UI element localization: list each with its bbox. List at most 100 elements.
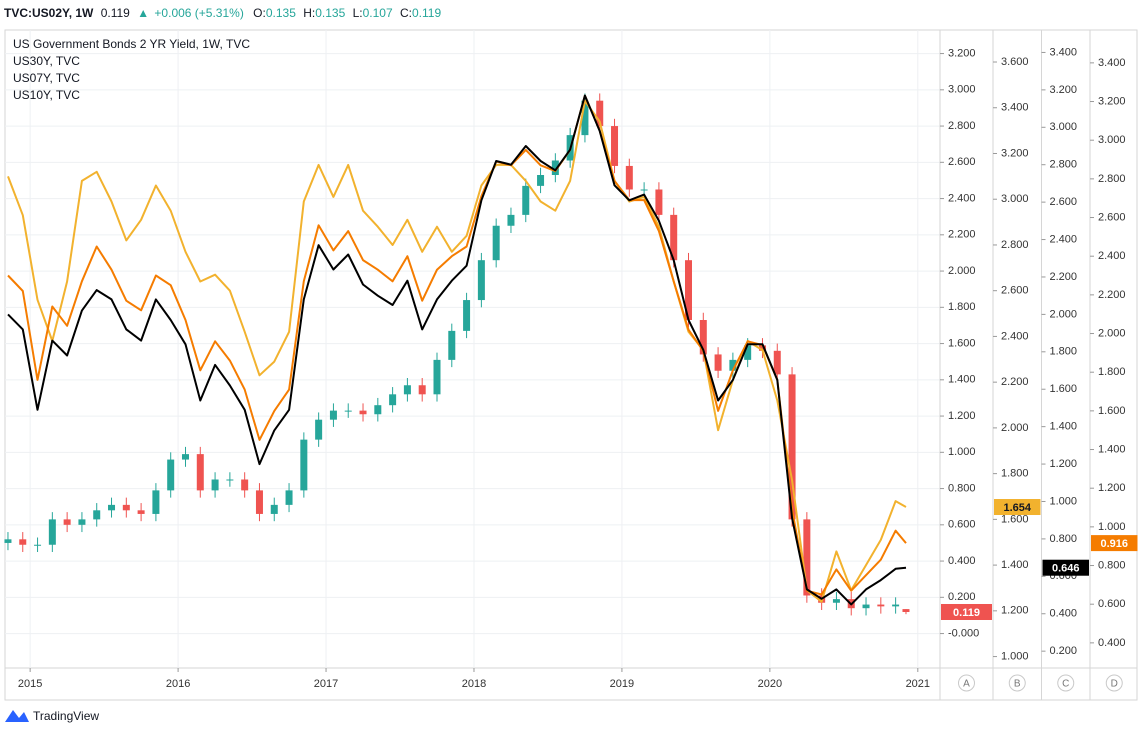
candle-body (34, 544, 42, 546)
candle-body (241, 479, 249, 491)
y-tick-label: 2.400 (1050, 233, 1078, 245)
candle-body (285, 490, 293, 505)
x-tick-label: 2016 (166, 678, 190, 690)
y-tick-label: 3.200 (1098, 95, 1126, 107)
candle-body (78, 519, 86, 525)
candle-body (655, 189, 663, 215)
candle-body (403, 385, 411, 395)
header: TVC:US02Y, 1W 0.119 ▲ +0.006 (+5.31%) O:… (4, 6, 441, 20)
axis-letter-badge (1057, 674, 1075, 692)
legend-entry: US07Y, TVC (13, 71, 80, 85)
lines-layer (7, 94, 907, 606)
y-tick-label: 0.200 (948, 591, 976, 603)
series-line (7, 94, 907, 596)
header-change: +0.006 (+5.31%) (154, 6, 243, 20)
price-badge-label: 0.119 (953, 607, 980, 619)
candle-body (108, 504, 116, 511)
y-tick-label: 3.000 (948, 84, 976, 96)
legend-title: US Government Bonds 2 YR Yield, 1W, TVC (13, 37, 250, 51)
y-tick-label: 1.200 (1050, 458, 1078, 470)
candle-body (803, 519, 811, 596)
candle-body (300, 439, 308, 491)
y-tick-label: 3.000 (1001, 193, 1029, 205)
y-tick-label: 1.200 (1098, 482, 1126, 494)
candle-body (581, 100, 589, 136)
y-tick-label: 1.400 (1098, 443, 1126, 455)
candle-body (374, 405, 382, 415)
y-tick-label: 0.400 (1050, 608, 1078, 620)
candle-body (537, 175, 545, 186)
y-tick-label: 3.400 (1098, 57, 1126, 69)
y-tick-label: 3.400 (1050, 46, 1078, 58)
price-badge-label: 0.646 (1052, 563, 1080, 575)
candle-body (418, 385, 426, 395)
candle-body (270, 504, 278, 514)
y-tick-label: 2.600 (1001, 285, 1029, 297)
candle-body (389, 394, 397, 406)
candle-body (729, 359, 737, 371)
candle-body (448, 330, 456, 360)
y-tick-label: 0.800 (1050, 533, 1078, 545)
y-tick-label: 2.200 (1098, 289, 1126, 301)
y-tick-label: 1.600 (948, 337, 976, 349)
candle-body (63, 519, 71, 525)
y-tick-label: 3.200 (1001, 147, 1029, 159)
candle-body (477, 260, 485, 301)
candle-body (4, 539, 12, 543)
axis-letter: C (1062, 679, 1069, 690)
price-badge (1042, 559, 1089, 576)
y-tick-label: 1.600 (1050, 383, 1078, 395)
y-tick-label: 0.800 (948, 482, 976, 494)
header-last: 0.119 (101, 6, 130, 20)
y-tick-label: 2.600 (948, 156, 976, 168)
y-tick-label: 2.600 (1098, 211, 1126, 223)
y-tick-label: 0.600 (948, 519, 976, 531)
candle-body (255, 490, 263, 514)
legend-entry: US30Y, TVC (13, 54, 80, 68)
axis-letter: D (1111, 679, 1118, 690)
y-tick-label: 0.400 (948, 555, 976, 567)
y-tick-label: 2.200 (1001, 376, 1029, 388)
x-tick-label: 2020 (758, 678, 782, 690)
y-tick-label: 3.000 (1098, 134, 1126, 146)
y-tick-label: 2.000 (948, 265, 976, 277)
candle-body (522, 185, 530, 215)
candle-body (902, 609, 910, 612)
candle-body (167, 459, 175, 491)
grid-layer (5, 30, 940, 668)
candle-body (773, 350, 781, 375)
candle-body (640, 189, 648, 191)
y-tick-label: 1.400 (948, 374, 976, 386)
header-arrow: ▲ (137, 6, 149, 20)
candle-body (463, 300, 471, 331)
candle-body (359, 410, 367, 415)
x-tick-label: 2018 (462, 678, 486, 690)
y-tick-label: 2.600 (1050, 196, 1078, 208)
y-tick-label: 1.200 (948, 410, 976, 422)
candle-body (551, 160, 559, 175)
y-tick-label: 1.000 (1001, 650, 1029, 662)
candle-body (625, 165, 633, 190)
y-tick-label: 1.800 (948, 301, 976, 313)
candle-body (596, 100, 604, 127)
candle-body (19, 539, 27, 545)
y-tick-label: 1.600 (1001, 513, 1029, 525)
candle-body (329, 410, 337, 420)
y-tick-label: 2.400 (1001, 330, 1029, 342)
x-tick-label: 2019 (610, 678, 634, 690)
y-tick-label: 2.000 (1001, 422, 1029, 434)
price-badge (1091, 535, 1138, 552)
branding: TradingView (33, 709, 99, 723)
y-tick-label: 2.000 (1050, 308, 1078, 320)
y-tick-label: 3.600 (1001, 56, 1029, 68)
axis-letter-badge (1105, 674, 1123, 692)
axis-letter: A (963, 679, 970, 690)
candle-body (670, 214, 678, 261)
series-line (7, 94, 907, 606)
y-tick-label: 2.200 (1050, 271, 1078, 283)
y-tick-label: 1.400 (1050, 421, 1078, 433)
y-tick-label: 1.000 (1098, 521, 1126, 533)
candle-body (714, 354, 722, 371)
header-open: 0.135 (266, 6, 296, 20)
y-tick-label: 1.800 (1001, 468, 1029, 480)
